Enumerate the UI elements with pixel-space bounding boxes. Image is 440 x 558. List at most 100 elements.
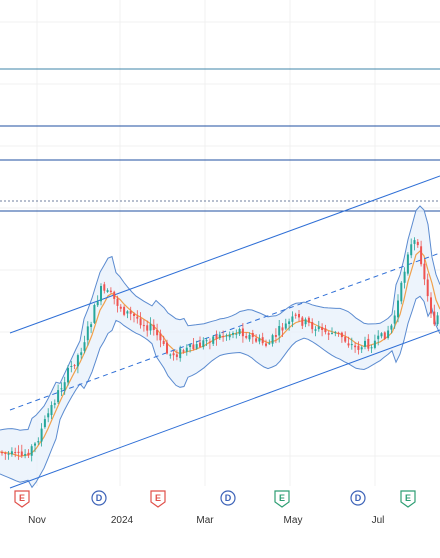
candle-body	[119, 306, 122, 309]
candle-body	[14, 452, 17, 454]
candle-body	[410, 244, 413, 256]
candle-body	[433, 311, 436, 325]
candle-body	[251, 333, 254, 338]
candle-body	[24, 454, 27, 456]
candle-body	[93, 305, 96, 323]
event-marker-label: E	[19, 493, 25, 503]
candle-body	[288, 321, 291, 324]
candle-body	[380, 333, 383, 337]
candle-body	[212, 336, 215, 344]
candle-body	[53, 403, 56, 405]
grid	[0, 0, 440, 486]
candle-body	[189, 344, 192, 347]
candle-body	[73, 365, 76, 367]
candle-body	[430, 297, 432, 314]
candle-body	[350, 344, 353, 346]
earnings-marker[interactable]: E	[150, 490, 166, 508]
candle-body	[192, 344, 195, 349]
candle-body	[185, 347, 188, 352]
earnings-marker-shape	[400, 490, 416, 508]
candle-body	[126, 311, 129, 314]
candle-body	[271, 335, 274, 344]
candle-body	[156, 330, 159, 336]
candle-body	[60, 388, 63, 390]
candle-body	[222, 336, 225, 338]
candle-body	[139, 318, 142, 326]
earnings-marker[interactable]: E	[274, 490, 290, 508]
candle-body	[1, 452, 3, 454]
x-tick-label: May	[284, 515, 303, 526]
candle-body	[50, 405, 53, 416]
dividend-marker[interactable]: D	[350, 490, 366, 506]
candle-body	[278, 326, 281, 336]
candle-body	[284, 323, 287, 329]
candle-body	[10, 451, 13, 455]
candle-body	[205, 340, 208, 342]
event-marker-label: D	[355, 493, 362, 503]
candle-body	[202, 340, 205, 348]
candle-body	[307, 317, 310, 323]
earnings-marker[interactable]: E	[400, 490, 416, 508]
candle-body	[420, 246, 423, 265]
candle-body	[20, 451, 23, 456]
candle-body	[238, 329, 241, 335]
candle-body	[100, 286, 102, 302]
channel-upper-line	[9, 175, 440, 334]
event-marker-label: D	[96, 493, 103, 503]
candle-body	[166, 342, 168, 354]
candle-body	[67, 368, 69, 383]
candle-body	[27, 452, 30, 456]
candle-body	[96, 301, 99, 306]
dividend-marker[interactable]: D	[91, 490, 107, 506]
candle-body	[47, 413, 50, 418]
dividend-marker[interactable]: D	[220, 490, 236, 506]
earnings-marker-shape	[274, 490, 290, 508]
candle-body	[331, 332, 333, 334]
candle-body	[321, 327, 324, 330]
candle-body	[294, 314, 297, 316]
candles	[1, 237, 439, 462]
candle-body	[106, 290, 109, 292]
candle-body	[268, 343, 271, 345]
candle-body	[390, 325, 393, 330]
candle-body	[208, 341, 211, 343]
earnings-marker[interactable]: E	[14, 490, 30, 508]
candle-body	[413, 240, 416, 244]
horizontal-levels	[0, 68, 440, 212]
candle-body	[182, 350, 185, 352]
candle-body	[142, 325, 145, 327]
candle-body	[86, 326, 89, 341]
candle-body	[199, 342, 201, 347]
candle-body	[7, 453, 10, 455]
earnings-marker-shape	[150, 490, 166, 508]
candle-body	[4, 453, 7, 454]
candle-body	[149, 324, 152, 331]
candle-body	[357, 345, 360, 350]
candle-body	[34, 443, 36, 446]
candle-body	[90, 324, 93, 327]
candle-body	[340, 332, 343, 338]
candle-body	[235, 333, 238, 335]
candle-body	[152, 324, 155, 330]
candle-body	[311, 322, 314, 330]
candle-body	[228, 334, 231, 338]
bollinger-band-fill	[0, 206, 440, 488]
candle-body	[57, 390, 60, 403]
candle-body	[406, 254, 409, 274]
candle-body	[30, 446, 33, 456]
bollinger-upper-line	[0, 205, 440, 431]
candle-body	[426, 279, 429, 297]
candle-body	[175, 354, 178, 357]
candle-body	[218, 334, 221, 339]
candle-body	[169, 354, 172, 356]
candle-body	[393, 315, 396, 324]
candle-body	[291, 316, 294, 322]
candle-body	[265, 343, 267, 346]
dividend-marker-circle	[350, 490, 366, 506]
x-tick-label: Jul	[372, 515, 385, 526]
candle-body	[80, 352, 83, 355]
candle-body	[232, 333, 234, 335]
candle-body	[373, 340, 376, 348]
